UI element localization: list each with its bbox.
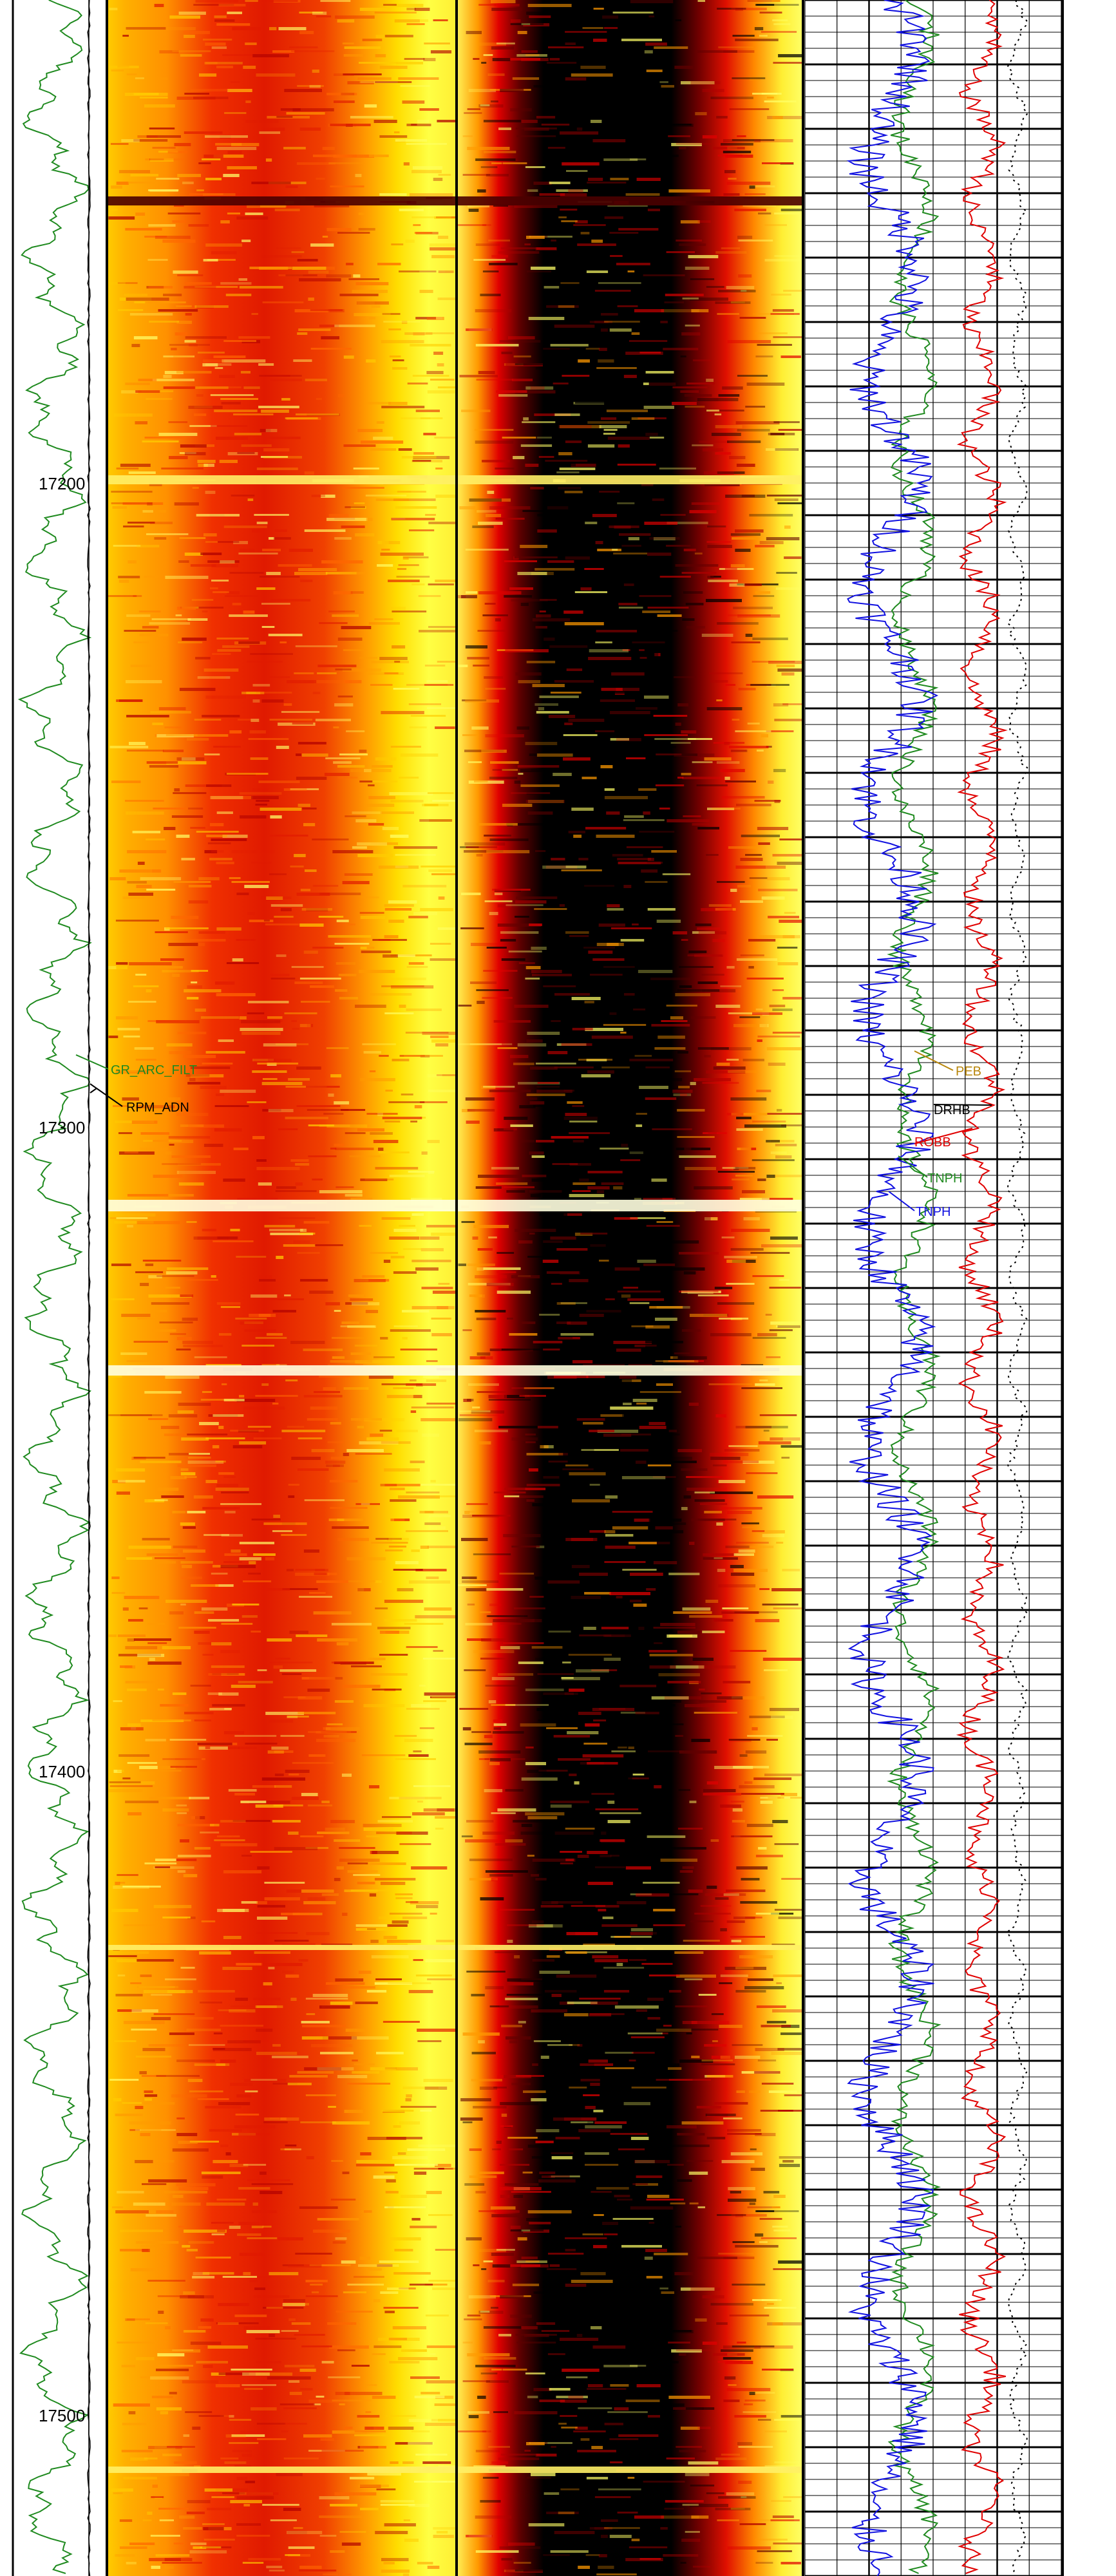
svg-text:TNPH: TNPH — [927, 1171, 962, 1186]
depth-label-17400: 17400 — [39, 1762, 85, 1781]
drhb-label: DRHB — [933, 1103, 992, 1117]
image-track-2 — [457, 0, 802, 2576]
svg-text:TNPH: TNPH — [916, 1205, 950, 1219]
curve-labels: GR_ARC_FILT RPM_ADN PEB DRHB ROBB TN — [75, 1050, 992, 1219]
depth-label-17300: 17300 — [39, 1118, 85, 1137]
svg-text:PEB: PEB — [956, 1065, 981, 1079]
svg-text:GR_ARC_FILT: GR_ARC_FILT — [111, 1063, 197, 1077]
red-curve-line — [956, 0, 1008, 2574]
tnph-blue-label: TNPH — [888, 1191, 950, 1219]
robb-label: ROBB — [914, 1128, 973, 1150]
blue-curve-line — [846, 0, 939, 2576]
gr-arc-filt-curve — [17, 0, 92, 2574]
svg-text:ROBB: ROBB — [914, 1135, 951, 1150]
image-track-1 — [108, 0, 457, 2576]
rpm-adn-line — [87, 0, 91, 2576]
track2-stripes-texture — [458, 0, 802, 2576]
svg-text:RPM_ADN: RPM_ADN — [126, 1101, 189, 1115]
svg-text:DRHB: DRHB — [934, 1103, 970, 1117]
depth-label-17500: 17500 — [39, 2406, 85, 2425]
rpm-adn-label: RPM_ADN — [90, 1083, 189, 1115]
tnph-green-label: TNPH — [898, 1155, 962, 1186]
curve-track-lines — [846, 0, 1029, 2576]
green-curve-line — [886, 0, 941, 2574]
depth-label-17200: 17200 — [39, 474, 85, 493]
gr-arc-filt-line — [17, 0, 92, 2574]
rpm-adn-curve — [87, 0, 91, 2576]
depth-axis: 17200 17300 17400 17500 — [39, 474, 85, 2425]
track-borders — [12, 0, 1064, 2576]
gr-arc-filt-label: GR_ARC_FILT — [75, 1054, 197, 1077]
black-dotted-curve-line — [1006, 0, 1029, 2576]
peb-label: PEB — [914, 1050, 981, 1079]
